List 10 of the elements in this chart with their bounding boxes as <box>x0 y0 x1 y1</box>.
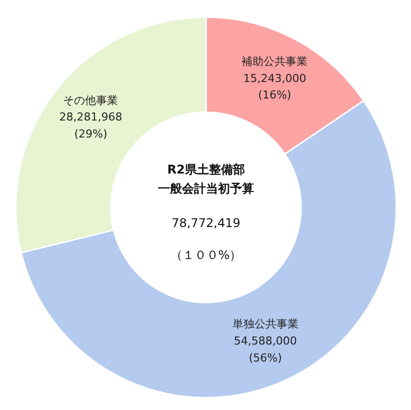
text: 78,772,419 <box>172 216 240 230</box>
data-label: 28,281,968 (29%) <box>59 110 122 141</box>
text: （１００%） <box>170 248 242 262</box>
text: R2県土整備部 <box>167 162 245 176</box>
slice-label: 単独公共事業 <box>232 318 298 331</box>
slice-label: その他事業 <box>63 94 118 107</box>
text: 一般会計当初予算 <box>158 181 254 196</box>
slice-label: 補助公共事業 <box>242 54 308 68</box>
data-label: 54,588,000 (56%) <box>234 334 297 364</box>
data-label: 15,243,000 (16%) <box>243 72 306 102</box>
